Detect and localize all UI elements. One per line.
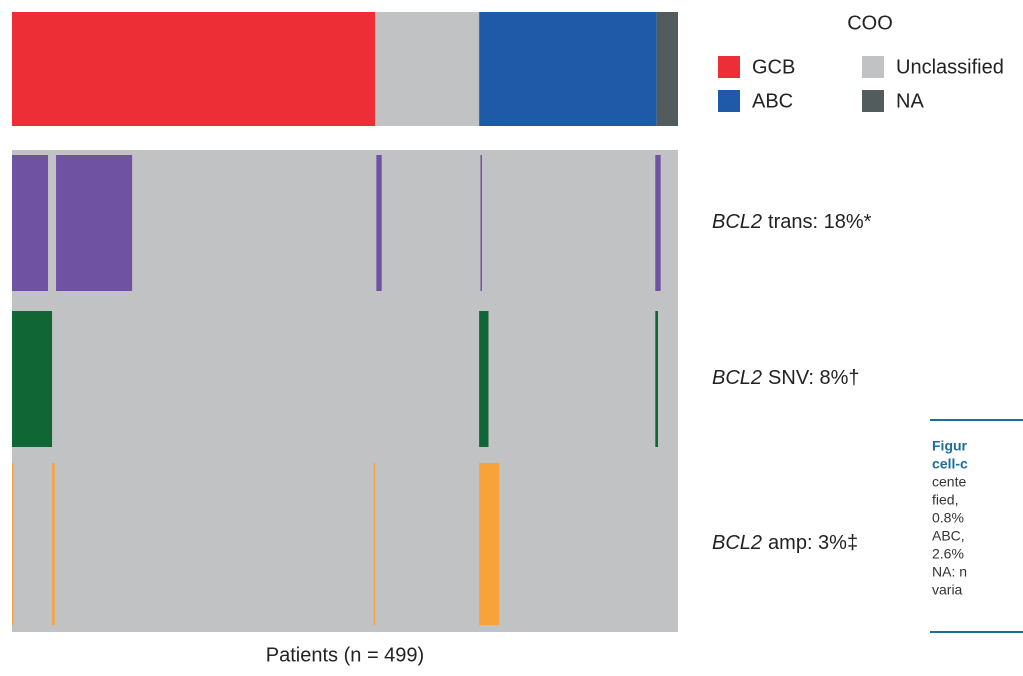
legend-label: Unclassified [896, 56, 1004, 78]
track-label: BCL2 SNV: 8%† [712, 367, 860, 389]
legend-swatch [862, 56, 884, 78]
alteration [56, 155, 133, 291]
track-stat: amp: 3%‡ [768, 532, 858, 554]
gene-name: BCL2 [712, 211, 762, 233]
alteration [479, 463, 500, 625]
caption-line: Figur [932, 438, 968, 454]
track-label: BCL2 amp: 3%‡ [712, 532, 858, 554]
alteration [373, 463, 376, 625]
track-label: BCL2 trans: 18%* [712, 211, 872, 233]
alteration [655, 311, 658, 447]
legend-title: COO [847, 12, 893, 34]
alteration [480, 155, 482, 291]
gene-name: BCL2 [712, 367, 762, 389]
legend-label: NA [896, 90, 924, 112]
legend-swatch [718, 56, 740, 78]
x-axis-label: Patients (n = 499) [266, 644, 424, 666]
track-stat: SNV: 8%† [768, 367, 860, 389]
caption-line: ABC, [932, 528, 965, 544]
caption-line: 0.8% [932, 510, 964, 526]
alteration [655, 155, 661, 291]
coo-segment [12, 12, 376, 126]
alteration [12, 463, 14, 625]
alteration [12, 155, 49, 291]
coo-segment [479, 12, 657, 126]
caption-line: cell-c [932, 456, 968, 472]
caption-line: fied, [932, 492, 958, 508]
alteration [479, 311, 489, 447]
caption-line: NA: n [932, 564, 967, 580]
caption-line: varia [932, 582, 963, 598]
legend-label: GCB [752, 56, 795, 78]
legend-swatch [862, 90, 884, 112]
caption-line: cente [932, 474, 966, 490]
coo-segment [375, 12, 480, 126]
alteration [376, 155, 382, 291]
track-stat: trans: 18%* [768, 211, 872, 233]
alteration [12, 311, 53, 447]
legend-label: ABC [752, 90, 793, 112]
legend-swatch [718, 90, 740, 112]
caption-line: 2.6% [932, 546, 964, 562]
alteration [52, 463, 55, 625]
gene-name: BCL2 [712, 532, 762, 554]
coo-segment [656, 12, 678, 126]
